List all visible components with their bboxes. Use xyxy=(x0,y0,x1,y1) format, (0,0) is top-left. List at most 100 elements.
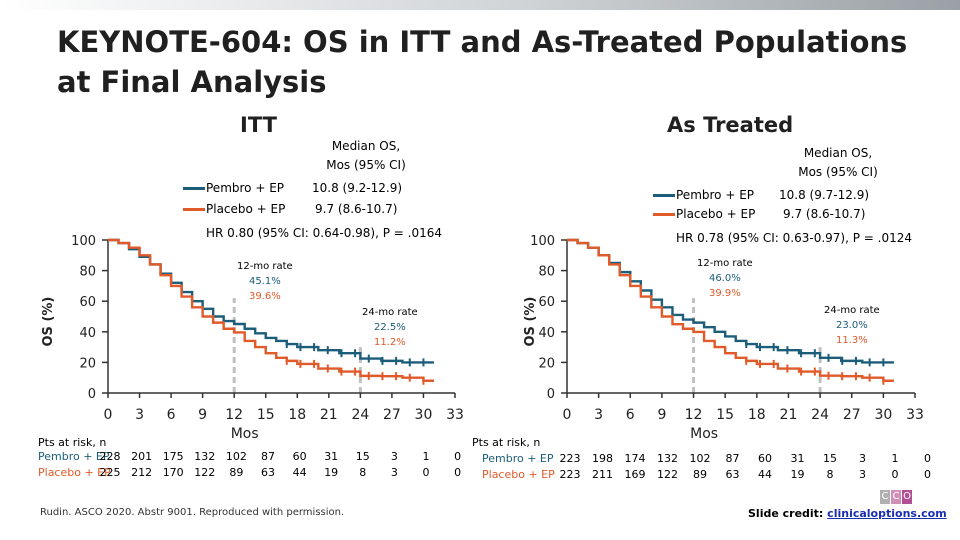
at-x-tick-label: 33 xyxy=(906,407,924,423)
itt-risk-placebo-value: 44 xyxy=(292,466,307,479)
at-y-tick-label: 60 xyxy=(538,295,555,310)
at-24mo-pembro: 23.0% xyxy=(835,320,868,331)
itt-12mo-placebo: 39.6% xyxy=(248,291,281,302)
at-pembro-legend-label: Pembro + EP xyxy=(676,188,755,202)
at-12mo-label: 12-mo rate xyxy=(697,258,753,269)
at-risk-placebo-value: 0 xyxy=(924,468,931,481)
at-x-tick-label: 6 xyxy=(626,407,635,423)
itt-risk-placebo-value: 63 xyxy=(261,466,275,479)
itt-panel-title: ITT xyxy=(240,113,277,137)
itt-12mo-pembro: 45.1% xyxy=(248,276,281,287)
itt-pembro-legend-label: Pembro + EP xyxy=(206,181,285,195)
itt-risk-placebo-value: 19 xyxy=(324,466,339,479)
itt-x-axis-label: Mos xyxy=(231,426,259,442)
itt-risk-pembro-value: 3 xyxy=(390,450,398,463)
at-risk-pembro-value: 0 xyxy=(924,452,931,465)
at-risk-placebo-value: 0 xyxy=(891,468,899,481)
itt-risk-pembro-value: 132 xyxy=(194,450,216,463)
itt-y-tick-label: 60 xyxy=(79,295,96,310)
logo-letter-2: C xyxy=(891,490,901,504)
itt-y-tick-label: 20 xyxy=(79,356,96,371)
slide-title: KEYNOTE-604: OS in ITT and As-Treated Po… xyxy=(57,25,908,99)
at-x-tick-label: 24 xyxy=(811,407,829,423)
itt-12mo-label: 12-mo rate xyxy=(237,261,293,272)
at-hazard-ratio: HR 0.78 (95% CI: 0.63-0.97), P = .0124 xyxy=(676,231,913,245)
at-risk-placebo-value: 3 xyxy=(859,468,866,481)
at-x-tick-label: 3 xyxy=(594,407,603,423)
credit-link[interactable]: clinicaloptions.com xyxy=(827,507,947,520)
credit-prefix: Slide credit: xyxy=(748,507,828,520)
itt-placebo-legend-swatch xyxy=(183,208,205,211)
itt-12mo-annotation: 12-mo rate 45.1% 39.6% xyxy=(237,259,293,304)
at-risk-placebo-value: 8 xyxy=(826,468,834,481)
at-24mo-placebo: 11.3% xyxy=(835,335,868,346)
at-y-tick-label: 80 xyxy=(538,265,555,280)
at-risk-placebo-value: 63 xyxy=(725,468,740,481)
itt-pembro-median: 10.8 (9.2-12.9) xyxy=(312,181,403,195)
itt-risk-header: Pts at risk, n xyxy=(38,436,107,449)
at-risk-pembro-value: 60 xyxy=(758,452,772,465)
itt-hazard-ratio: HR 0.80 (95% CI: 0.64-0.98), P = .0164 xyxy=(206,226,443,240)
at-pembro-legend-swatch xyxy=(653,194,675,197)
itt-placebo-median: 9.7 (8.6-10.7) xyxy=(315,202,398,216)
at-y-tick-label: 100 xyxy=(530,234,555,249)
at-placebo-legend-swatch xyxy=(653,213,675,216)
at-y-tick-label: 40 xyxy=(538,326,555,341)
at-median-header: Median OS, Mos (95% CI) xyxy=(798,146,878,179)
itt-risk-pembro-value: 102 xyxy=(225,450,247,463)
itt-x-tick-label: 3 xyxy=(135,407,144,423)
at-placebo-legend-label: Placebo + EP xyxy=(676,207,756,221)
at-risk-pembro-value: 102 xyxy=(689,452,711,465)
itt-risk-pembro-value: 60 xyxy=(292,450,307,463)
itt-risk-placebo-value: 0 xyxy=(454,466,462,479)
itt-risk-placebo-value: 170 xyxy=(162,466,184,479)
at-risk-pembro-value: 31 xyxy=(790,452,805,465)
itt-risk-pembro-value: 0 xyxy=(454,450,462,463)
itt-risk-pembro-value: 175 xyxy=(162,450,184,463)
itt-risk-placebo-value: 225 xyxy=(99,466,121,479)
at-panel-title: As Treated xyxy=(667,113,794,137)
itt-y-tick-label: 40 xyxy=(79,326,96,341)
at-x-tick-label: 9 xyxy=(657,407,666,423)
at-risk-placebo-value: 169 xyxy=(624,468,646,481)
at-risk-pembro-value: 223 xyxy=(559,452,581,465)
at-risk-pembro-value: 15 xyxy=(823,452,837,465)
at-24mo-label: 24-mo rate xyxy=(824,305,880,316)
at-pembro-median: 10.8 (9.7-12.9) xyxy=(779,188,870,202)
itt-y-tick-label: 100 xyxy=(71,234,96,249)
at-x-tick-label: 30 xyxy=(874,407,892,423)
at-12mo-annotation: 12-mo rate 46.0% 39.9% xyxy=(697,256,753,301)
at-risk-placebo-label: Placebo + EP xyxy=(482,468,555,481)
at-x-tick-label: 12 xyxy=(685,407,703,423)
at-risk-pembro-value: 198 xyxy=(592,452,613,465)
top-banner xyxy=(0,0,960,10)
itt-x-tick-label: 12 xyxy=(225,407,243,423)
itt-risk-pembro-label: Pembro + EP xyxy=(38,450,110,463)
at-x-tick-label: 15 xyxy=(716,407,734,423)
at-risk-placebo-value: 19 xyxy=(790,468,805,481)
at-x-tick-label: 21 xyxy=(780,407,798,423)
itt-risk-placebo-label: Placebo + EP xyxy=(38,466,111,479)
at-risk-pembro-value: 3 xyxy=(859,452,866,465)
at-12mo-pembro: 46.0% xyxy=(708,273,741,284)
itt-risk-pembro-value: 228 xyxy=(99,450,121,463)
at-risk-pembro-value: 132 xyxy=(657,452,678,465)
itt-risk-placebo-value: 8 xyxy=(359,466,367,479)
itt-24mo-annotation: 24-mo rate 22.5% 11.2% xyxy=(362,305,418,350)
itt-x-tick-label: 33 xyxy=(446,407,464,423)
itt-median-header: Median OS, Mos (95% CI) xyxy=(326,139,406,172)
itt-x-tick-label: 30 xyxy=(415,407,433,423)
itt-pembro-legend-swatch xyxy=(183,187,205,190)
itt-y-tick-label: 0 xyxy=(88,387,96,402)
at-risk-pembro-value: 87 xyxy=(725,452,740,465)
at-risk-placebo-value: 44 xyxy=(758,468,772,481)
slide-credit: Slide credit: clinicaloptions.com xyxy=(748,507,947,520)
itt-24mo-placebo: 11.2% xyxy=(373,337,406,348)
itt-x-tick-label: 0 xyxy=(104,407,113,423)
itt-24mo-label: 24-mo rate xyxy=(362,307,418,318)
at-x-tick-label: 0 xyxy=(563,407,572,423)
at-risk-placebo-value: 122 xyxy=(657,468,678,481)
itt-risk-placebo-value: 89 xyxy=(229,466,244,479)
at-x-tick-label: 18 xyxy=(748,407,766,423)
at-risk-pembro-value: 174 xyxy=(624,452,646,465)
